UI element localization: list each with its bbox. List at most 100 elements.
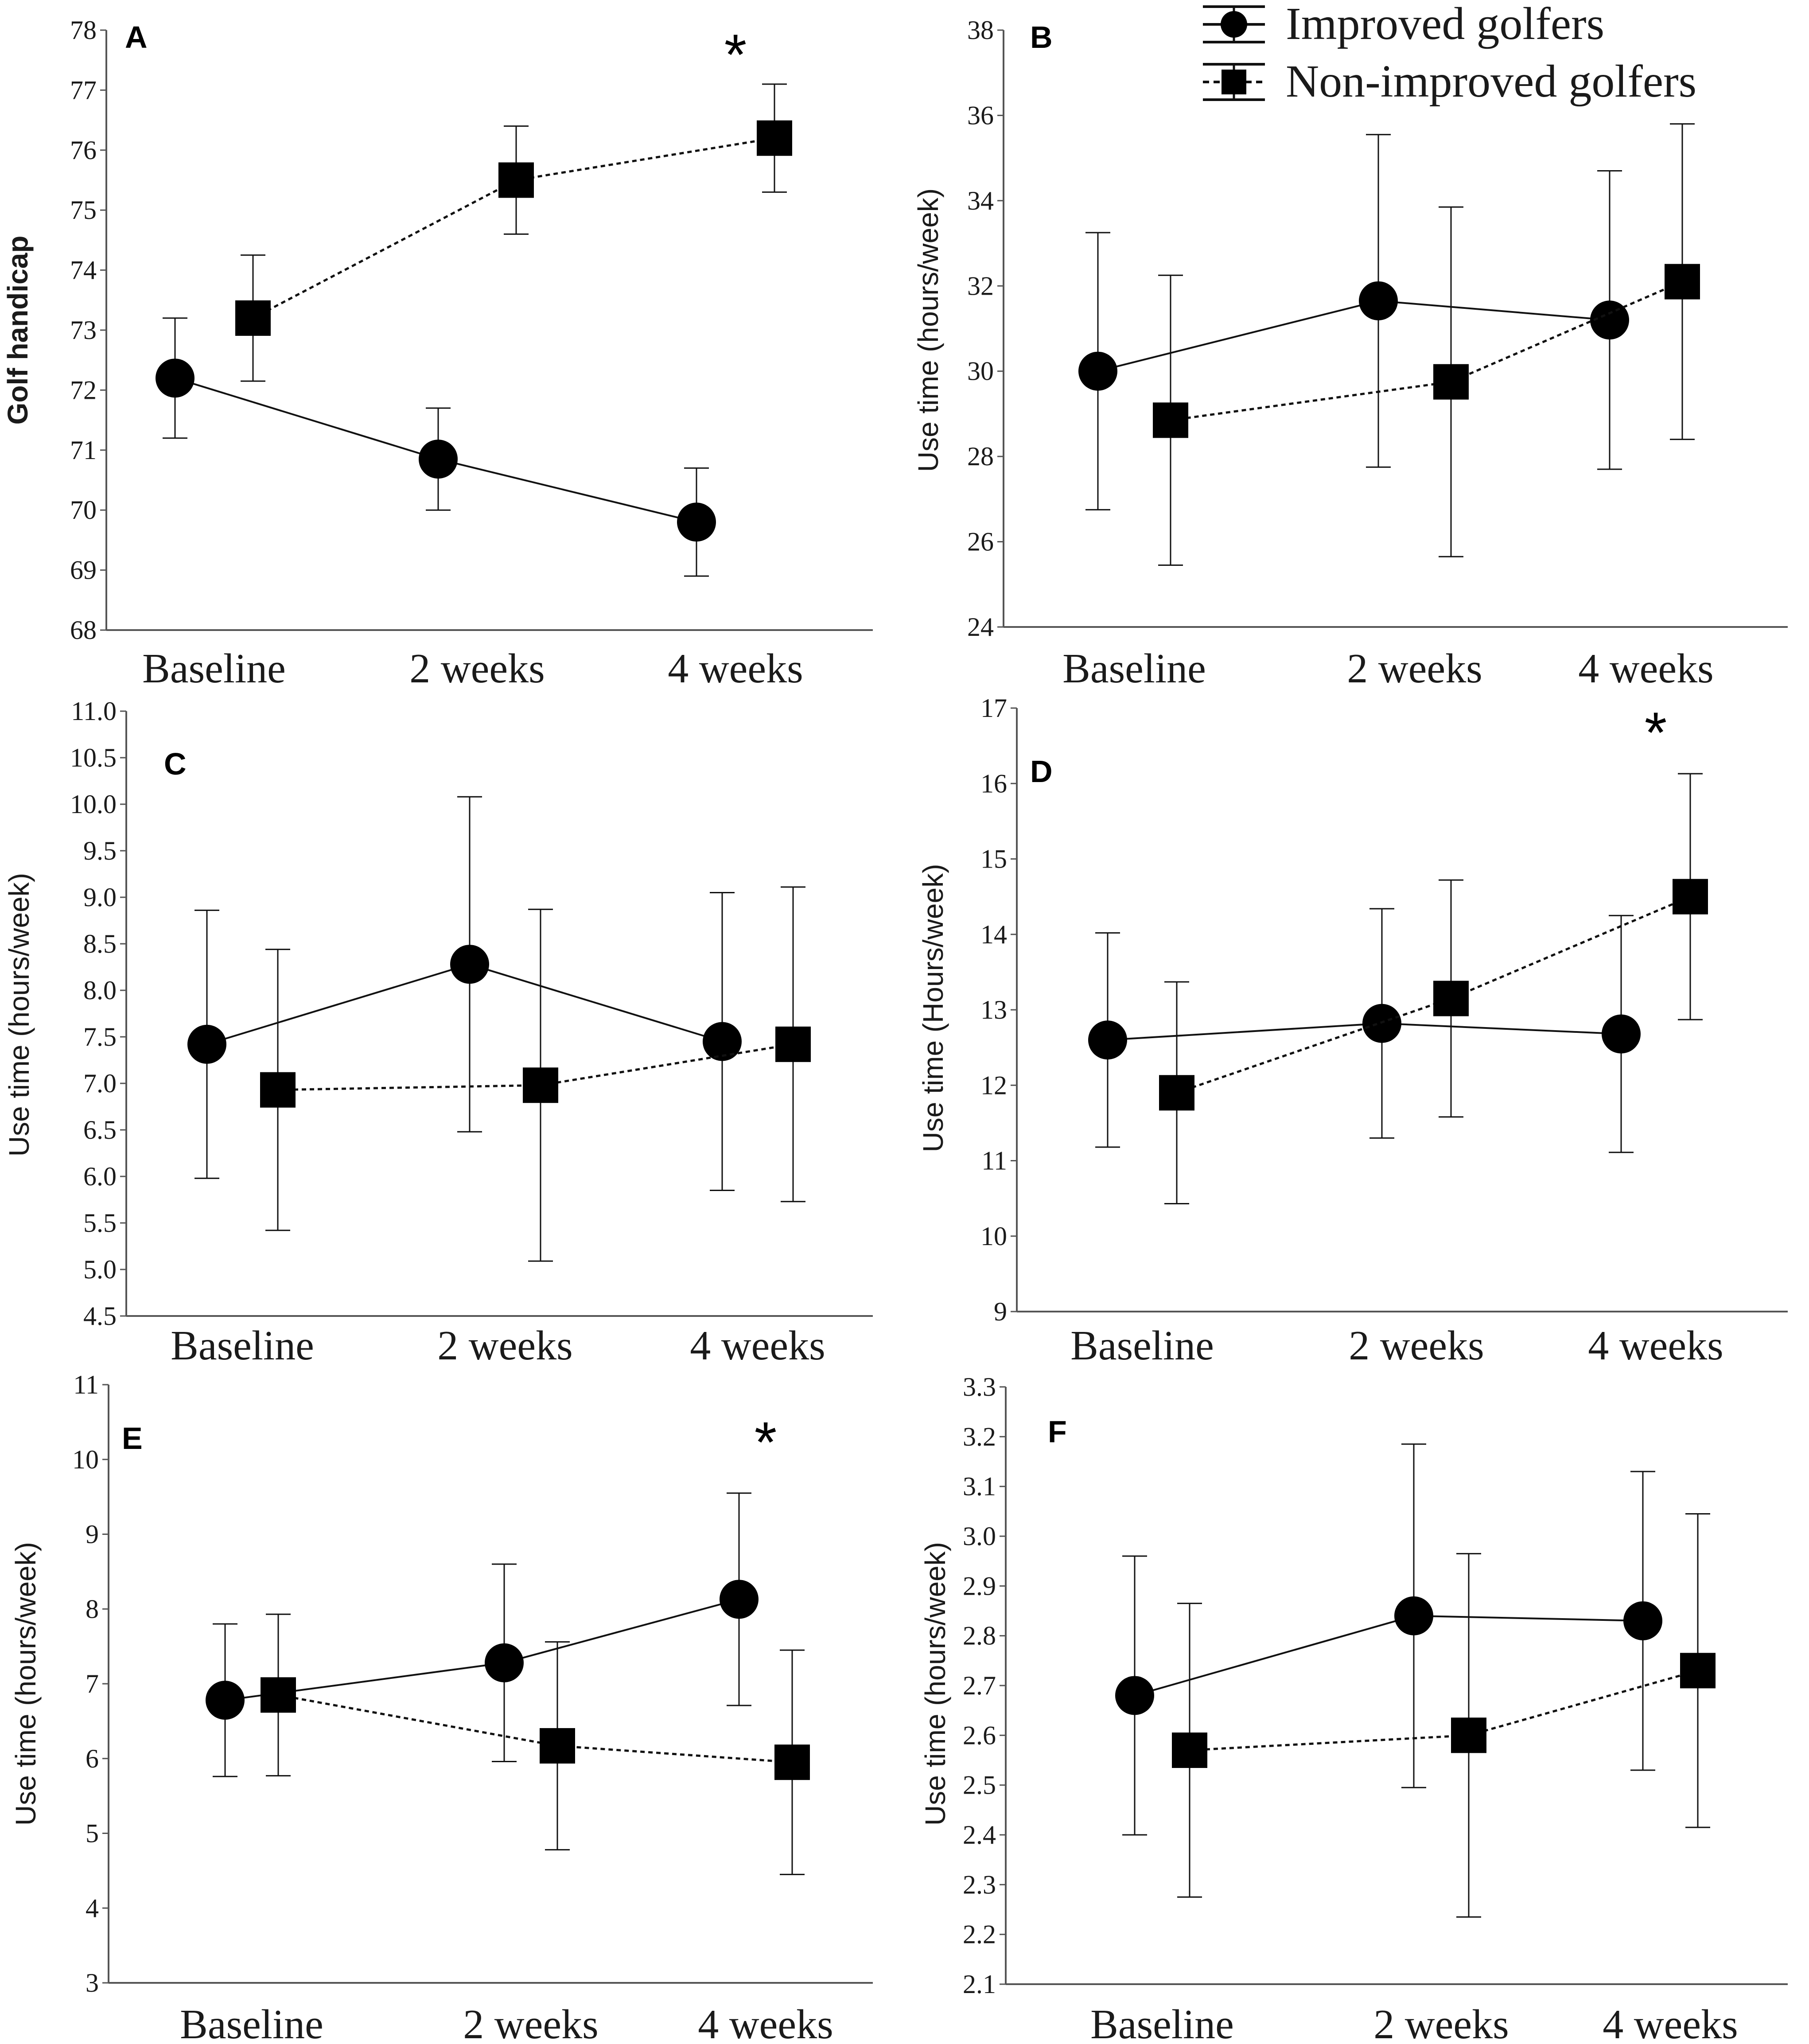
y-tick-label: 69 [70,556,97,585]
legend: Improved golfers Non-improved golfers [1203,0,1696,107]
nonimproved-data-point [260,1072,296,1108]
improved-data-point [1623,1601,1662,1640]
y-tick-label: 38 [967,16,994,45]
x-tick-label: Baseline [1062,646,1206,692]
nonimproved-data-point [1673,879,1708,915]
legend-item-nonimproved: Non-improved golfers [1203,56,1696,107]
y-tick-label: 28 [967,442,994,471]
y-tick-label: 6 [86,1744,99,1773]
panel-a: 68 69 70 71 72 73 74 75 76 77 78 Baseline 2 weeks 4 w… [2,16,873,692]
y-axis-title: Use time (hours/week) [919,1542,951,1826]
series-nonimproved [1159,773,1708,1205]
y-tick-label: 32 [967,271,994,300]
legend-improved-label: Improved golfers [1286,0,1604,49]
y-tick-label: 7 [86,1669,99,1698]
nonimproved-data-point [757,120,792,156]
x-tick-label: Baseline [1090,2001,1234,2044]
y-tick-label: 2.4 [963,1820,996,1849]
y-tick-label: 78 [70,16,97,45]
improved-data-point [187,1024,226,1064]
y-tick-label: 3.3 [963,1372,996,1402]
nonimproved-data-point [1451,1717,1486,1753]
y-tick-label: 2.9 [963,1571,996,1600]
improved-data-point [419,440,458,479]
y-tick-label: 5.0 [83,1255,117,1284]
improved-data-point [1088,1020,1127,1060]
y-tick-label: 73 [70,315,97,345]
y-tick-label: 9.5 [83,836,117,865]
series-nonimproved [1153,123,1700,566]
improved-data-point [1078,351,1117,391]
nonimproved-data-point [261,1677,296,1713]
y-tick-label: 9 [994,1297,1007,1326]
x-tick-label: 2 weeks [1349,1323,1484,1369]
y-tick-label: 36 [967,101,994,130]
y-tick-label: 10 [980,1222,1007,1251]
improved-data-point [720,1580,759,1619]
nonimproved-data-point [774,1744,810,1780]
y-tick-label: 11 [73,1370,99,1399]
nonimproved-data-point [523,1067,558,1103]
series-improved [1115,1443,1662,1836]
y-tick-label: 5 [86,1819,99,1848]
x-tick-label: 2 weeks [1373,2001,1509,2044]
legend-nonimproved-label: Non-improved golfers [1286,56,1696,107]
significance-asterisk: * [755,1410,777,1475]
panel-letter: B [1030,20,1053,55]
nonimproved-data-point [540,1728,575,1764]
y-axis-title: Use time (hours/week) [10,1542,42,1826]
y-tick-label: 34 [967,186,994,215]
x-tick-label: 2 weeks [1347,646,1482,692]
y-tick-label: 4 [86,1893,99,1923]
improved-data-point [450,945,489,984]
y-tick-label: 8 [86,1594,99,1624]
y-tick-label: 2.6 [963,1721,996,1750]
y-tick-label: 10.5 [70,743,117,772]
x-tick-label: 2 weeks [437,1323,572,1369]
x-tick-label: 4 weeks [1588,1323,1723,1369]
improved-data-point [1394,1596,1433,1635]
y-axis-title: Use time (hours/week) [3,873,35,1156]
y-tick-label: 3.2 [963,1422,996,1451]
panel-b: 24 26 28 30 32 34 36 38 Baseline 2 weeks 4 weeks Us… [912,16,1788,692]
improved-data-point [1359,281,1398,320]
series-nonimproved [1172,1513,1716,1918]
panel-letter: C [164,747,187,781]
nonimproved-data-point [1172,1733,1207,1768]
x-tick-label: 4 weeks [1603,2001,1738,2044]
series-nonimproved [260,886,811,1262]
legend-item-improved: Improved golfers [1203,0,1604,49]
y-tick-label: 24 [967,612,994,642]
improved-data-point [1115,1676,1154,1715]
y-tick-label: 2.1 [963,1970,996,1999]
panel-c: 4.5 5.0 5.5 6.0 6.5 7.0 7.5 8.0 8.5 9.0 9.5 10.0 10.… [3,697,873,1369]
y-tick-label: 3.0 [963,1522,996,1551]
nonimproved-data-point [775,1026,811,1062]
nonimproved-data-point [1665,264,1700,300]
y-tick-label: 12 [980,1071,1007,1100]
y-tick-label: 2.2 [963,1920,996,1949]
y-tick-label: 6.0 [83,1162,117,1191]
y-tick-label: 3 [86,1968,99,1997]
panel-letter: D [1030,754,1053,789]
y-tick-label: 17 [980,693,1007,723]
improved-data-point [1590,300,1629,340]
nonimproved-data-point [498,162,534,198]
nonimproved-data-point [1680,1653,1716,1689]
nonimproved-data-point [1433,364,1469,400]
y-tick-label: 76 [70,136,97,165]
significance-asterisk: * [724,22,747,87]
y-tick-label: 11 [981,1146,1007,1176]
y-axis-title: Use time (hours/week) [912,188,944,472]
y-tick-label: 7.5 [83,1022,117,1051]
series-improved [1078,134,1629,510]
y-tick-label: 4.5 [83,1301,117,1331]
x-tick-label: 2 weeks [409,646,545,692]
y-tick-label: 68 [70,615,97,645]
panel-letter: F [1048,1414,1067,1449]
y-tick-label: 74 [70,256,97,285]
improved-data-point [703,1022,742,1061]
